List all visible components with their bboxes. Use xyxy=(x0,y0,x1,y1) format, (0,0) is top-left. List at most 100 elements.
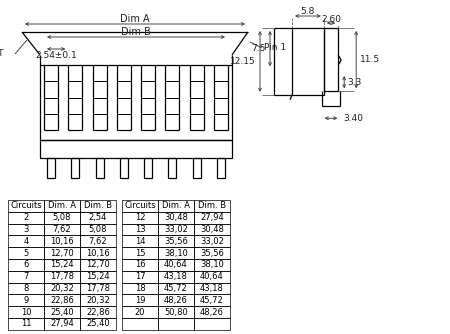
Text: LAST: LAST xyxy=(0,49,4,58)
Text: 30,48: 30,48 xyxy=(200,225,224,234)
Text: 10,16: 10,16 xyxy=(86,248,110,258)
Bar xyxy=(122,294,158,306)
Bar xyxy=(44,235,80,247)
Bar xyxy=(8,271,44,283)
Bar xyxy=(158,294,194,306)
Bar xyxy=(80,306,116,318)
Bar xyxy=(158,259,194,271)
Text: 12,70: 12,70 xyxy=(86,261,110,270)
Text: 20,32: 20,32 xyxy=(50,284,74,293)
Bar xyxy=(194,235,230,247)
Text: 5,08: 5,08 xyxy=(89,225,107,234)
Text: 22,86: 22,86 xyxy=(86,308,110,317)
Text: 12,70: 12,70 xyxy=(50,248,74,258)
Bar xyxy=(122,318,158,330)
Bar xyxy=(80,200,116,212)
Bar xyxy=(158,247,194,259)
Bar xyxy=(168,158,176,178)
Text: 8: 8 xyxy=(23,284,29,293)
Text: 48,26: 48,26 xyxy=(200,308,224,317)
Bar xyxy=(194,212,230,223)
Bar xyxy=(8,318,44,330)
Bar xyxy=(80,283,116,294)
Bar xyxy=(8,235,44,247)
Text: 17,78: 17,78 xyxy=(86,284,110,293)
Text: 40,64: 40,64 xyxy=(164,261,188,270)
Bar xyxy=(194,200,230,212)
Text: 43,18: 43,18 xyxy=(164,272,188,281)
Bar xyxy=(44,223,80,235)
Bar xyxy=(292,28,324,95)
Text: 12.15: 12.15 xyxy=(230,57,256,66)
Bar xyxy=(44,318,80,330)
Text: 5.8: 5.8 xyxy=(301,7,315,16)
Text: 2,54: 2,54 xyxy=(89,213,107,222)
Bar xyxy=(80,318,116,330)
Text: 3: 3 xyxy=(23,225,29,234)
Bar xyxy=(158,200,194,212)
Text: 16: 16 xyxy=(135,261,145,270)
Bar xyxy=(80,212,116,223)
Bar xyxy=(44,271,80,283)
Bar xyxy=(120,158,128,178)
Text: 5,08: 5,08 xyxy=(53,213,71,222)
Text: 19: 19 xyxy=(135,296,145,305)
Bar xyxy=(40,140,232,158)
Text: Dim A: Dim A xyxy=(120,14,150,24)
Text: 27,94: 27,94 xyxy=(200,213,224,222)
Bar xyxy=(122,212,158,223)
Text: 12: 12 xyxy=(135,213,145,222)
Bar xyxy=(80,235,116,247)
Bar xyxy=(44,306,80,318)
Text: 35,56: 35,56 xyxy=(164,237,188,246)
Text: 2.54±0.1: 2.54±0.1 xyxy=(35,50,77,59)
Text: 2: 2 xyxy=(23,213,29,222)
Bar xyxy=(158,283,194,294)
Bar xyxy=(122,223,158,235)
Bar xyxy=(44,283,80,294)
Bar xyxy=(122,247,158,259)
Text: 18: 18 xyxy=(135,284,145,293)
Text: 3.3: 3.3 xyxy=(347,78,362,87)
Bar xyxy=(71,158,79,178)
Bar xyxy=(194,318,230,330)
Bar xyxy=(194,294,230,306)
Bar xyxy=(80,271,116,283)
Bar xyxy=(193,158,201,178)
Text: 7.5: 7.5 xyxy=(252,44,266,53)
Bar xyxy=(217,158,225,178)
Text: 15,24: 15,24 xyxy=(86,272,110,281)
Bar xyxy=(44,200,80,212)
Text: 17,78: 17,78 xyxy=(50,272,74,281)
Bar xyxy=(80,223,116,235)
Text: 14: 14 xyxy=(135,237,145,246)
Text: 35,56: 35,56 xyxy=(200,248,224,258)
Bar xyxy=(44,259,80,271)
Bar xyxy=(8,294,44,306)
Bar xyxy=(194,223,230,235)
Bar xyxy=(158,223,194,235)
Text: 4: 4 xyxy=(23,237,29,246)
Text: 45,72: 45,72 xyxy=(200,296,224,305)
Text: 2.60: 2.60 xyxy=(321,14,341,23)
Text: 33,02: 33,02 xyxy=(200,237,224,246)
Bar xyxy=(8,200,44,212)
Text: 25,40: 25,40 xyxy=(86,319,110,328)
Bar xyxy=(194,259,230,271)
Bar xyxy=(122,306,158,318)
Text: 15: 15 xyxy=(135,248,145,258)
Text: 48,26: 48,26 xyxy=(164,296,188,305)
Text: 11.5: 11.5 xyxy=(360,55,380,64)
Text: Dim. A: Dim. A xyxy=(162,201,190,210)
Bar xyxy=(158,306,194,318)
Bar xyxy=(80,259,116,271)
Text: 20: 20 xyxy=(135,308,145,317)
Text: 6: 6 xyxy=(23,261,29,270)
Bar xyxy=(80,247,116,259)
Text: 13: 13 xyxy=(135,225,145,234)
Text: 9: 9 xyxy=(23,296,29,305)
Bar xyxy=(194,271,230,283)
Bar xyxy=(158,212,194,223)
Bar xyxy=(324,28,338,91)
Bar xyxy=(8,247,44,259)
